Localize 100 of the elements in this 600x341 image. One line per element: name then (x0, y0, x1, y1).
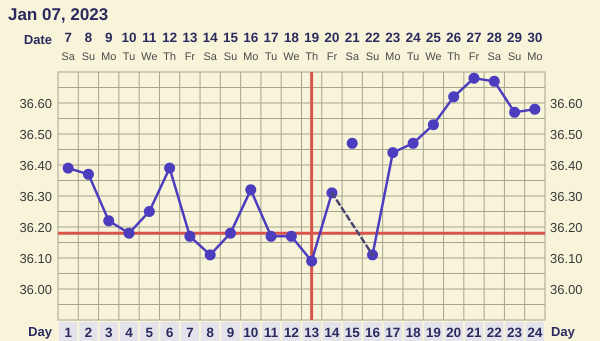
x-tick-label: 11 (264, 325, 279, 340)
text: Tu (406, 51, 420, 63)
text: Tu (264, 51, 278, 63)
x-tick-label: 1 (64, 325, 72, 340)
point (408, 138, 419, 149)
x-tick-label: 19 (426, 325, 441, 340)
x-tick-label: 13 (304, 325, 320, 340)
y2-tick-label: 36.50 (550, 127, 583, 142)
text: Mo (101, 51, 116, 63)
point (266, 230, 277, 242)
x-tick-label: 20 (446, 325, 462, 340)
point (529, 104, 540, 115)
point (184, 230, 196, 242)
point (428, 119, 439, 130)
point (245, 184, 256, 196)
x2-tick-label: 23 (385, 30, 401, 45)
x-tick-label: 7 (186, 325, 194, 340)
y2-tick-label: 36.20 (550, 220, 583, 235)
x2-tick-label: 10 (122, 30, 137, 45)
point (224, 228, 236, 239)
point (488, 76, 500, 87)
x-tick-label: 4 (125, 325, 134, 340)
x2-tick-label: 13 (182, 30, 198, 45)
text: Mo (527, 51, 542, 63)
y2-tick-label: 36.30 (550, 189, 583, 204)
point (306, 256, 318, 267)
y-tick-label: 36.40 (19, 158, 52, 173)
text: We (141, 51, 158, 63)
text: Tu (122, 51, 136, 63)
chart-title: Jan 07, 2023 (8, 5, 108, 24)
point (286, 230, 297, 242)
x2-tick-label: 29 (507, 30, 522, 45)
x2-tick-label: 20 (324, 30, 340, 45)
x-axis-title: Day (28, 324, 53, 339)
x2-tick-label: 16 (243, 30, 259, 45)
x-tick-label: 24 (527, 325, 543, 340)
x2-tick-label: 8 (84, 30, 93, 45)
x2-tick-label: 17 (264, 30, 279, 45)
y2-tick-label: 36.00 (550, 282, 583, 297)
x2-tick-label: 25 (426, 30, 442, 45)
x-tick-label: 6 (166, 325, 174, 340)
text: Su (82, 51, 96, 63)
text: Fr (184, 51, 196, 63)
y-tick-label: 36.10 (19, 251, 52, 266)
x2-tick-label: 27 (466, 30, 482, 45)
point (124, 228, 135, 239)
x-tick-label: 22 (486, 325, 502, 340)
text: Fr (468, 51, 480, 63)
x-tick-label: 12 (284, 325, 299, 340)
point (164, 162, 176, 174)
text: Mo (243, 51, 258, 63)
text: Mo (385, 51, 400, 63)
x-tick-label: 9 (226, 325, 234, 340)
y-tick-label: 36.50 (19, 127, 52, 142)
text: Sa (61, 51, 76, 63)
point (62, 162, 74, 174)
x-tick-label: 23 (507, 325, 523, 340)
text: Fr (326, 51, 338, 63)
y2-tick-label: 36.10 (550, 251, 583, 266)
text: Th (447, 51, 460, 63)
y-tick-label: 36.60 (19, 96, 52, 111)
x-tick-label: 17 (385, 325, 400, 340)
x2-tick-label: 26 (446, 30, 462, 45)
x2-tick-label: 30 (527, 30, 542, 45)
x-tick-label: 8 (206, 325, 214, 340)
point (346, 138, 358, 149)
x2-tick-label: 11 (142, 30, 157, 45)
point (82, 168, 94, 180)
x-tick-label: 3 (104, 325, 113, 340)
text: Su (224, 51, 238, 63)
y2-tick-label: 36.60 (550, 96, 583, 111)
x2-tick-label: 18 (284, 30, 300, 45)
point (387, 147, 398, 158)
x-tick-label: 16 (365, 325, 381, 340)
x2-tick-label: 19 (304, 30, 320, 45)
x2-tick-label: 21 (344, 30, 360, 45)
x-tick-label: 15 (344, 325, 360, 340)
x-tick-label: 5 (146, 325, 154, 340)
text: Sa (488, 51, 502, 63)
text: Su (366, 51, 380, 63)
x-tick-label: 21 (466, 325, 482, 340)
text: Sa (345, 51, 360, 63)
y-tick-label: 36.30 (19, 189, 52, 204)
x-tick-label: 10 (243, 325, 258, 340)
text: Th (305, 51, 318, 63)
text: We (425, 51, 442, 63)
x2-tick-label: 28 (486, 30, 502, 45)
x2-axis-title: Date (24, 32, 52, 47)
point (103, 215, 114, 226)
point (468, 72, 480, 84)
x2-tick-label: 22 (365, 30, 380, 45)
point (448, 91, 460, 102)
x2-tick-label: 7 (64, 30, 72, 45)
text: Th (163, 51, 176, 63)
x2-tick-label: 15 (222, 30, 238, 45)
point (144, 206, 155, 217)
point (204, 249, 216, 260)
x2-tick-label: 14 (202, 30, 218, 45)
x-tick-label: 2 (84, 325, 92, 340)
x-tick-label: 18 (406, 325, 422, 340)
